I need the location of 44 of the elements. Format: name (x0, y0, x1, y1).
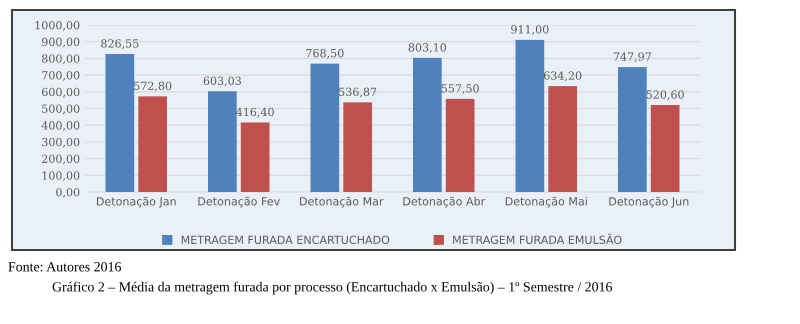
data-label: 572,80 (134, 82, 172, 92)
x-tick-label: Detonação Fev (198, 196, 280, 208)
y-tick-label: 400,00 (42, 121, 80, 131)
legend-label: METRAGEM FURADA ENCARTUCHADO (182, 236, 390, 244)
bar (446, 98, 474, 192)
bar (548, 86, 577, 192)
bar (343, 102, 372, 192)
y-tick-label: 100,00 (42, 171, 80, 182)
text: Gráfico 2 – Média da metragem furada por processo (Encartuchado x Emulsão) – 1º Semestre / 2016 (52, 282, 612, 294)
data-label: 911,00 (511, 25, 549, 35)
x-tick-label: Detonação Mar (300, 196, 384, 208)
data-label: 826,55 (101, 39, 138, 50)
x-tick-label: Detonação Abr (403, 196, 486, 208)
legend-label: METRAGEM FURADA EMULSÃO (453, 234, 622, 244)
bar (516, 40, 544, 192)
data-label: 520,60 (646, 90, 684, 100)
bar (650, 105, 680, 192)
y-tick-label: 1000,00 (36, 20, 80, 31)
bar (413, 58, 442, 192)
data-label: 768,50 (306, 48, 344, 59)
bar (240, 122, 270, 192)
data-label: 803,10 (408, 43, 446, 53)
x-tick-label: Detonação Mai (506, 196, 587, 208)
source-note: Fonte: Autores 2016 (8, 262, 122, 272)
x-tick-label: Detonação Jan (96, 196, 176, 208)
bar (310, 64, 340, 192)
bar (138, 96, 167, 192)
y-tick-label: 900,00 (42, 38, 80, 48)
y-tick-label: 800,00 (42, 54, 80, 64)
x-tick-label: Detonação Jun (609, 196, 688, 208)
data-label: 536,87 (339, 88, 376, 98)
y-tick-label: 500,00 (42, 104, 80, 114)
data-label: 557,50 (442, 84, 479, 94)
y-tick-label: 200,00 (42, 154, 80, 164)
y-tick-label: 0,00 (56, 188, 80, 198)
data-label: 603,03 (204, 76, 241, 86)
y-tick-label: 600,00 (42, 88, 80, 98)
bar (208, 91, 237, 192)
y-tick-label: 300,00 (42, 138, 80, 148)
bar (106, 54, 134, 192)
bar (618, 67, 647, 192)
data-label: 634,20 (544, 71, 582, 82)
y-tick-label: 700,00 (42, 71, 80, 81)
data-label: 747,97 (614, 52, 651, 62)
